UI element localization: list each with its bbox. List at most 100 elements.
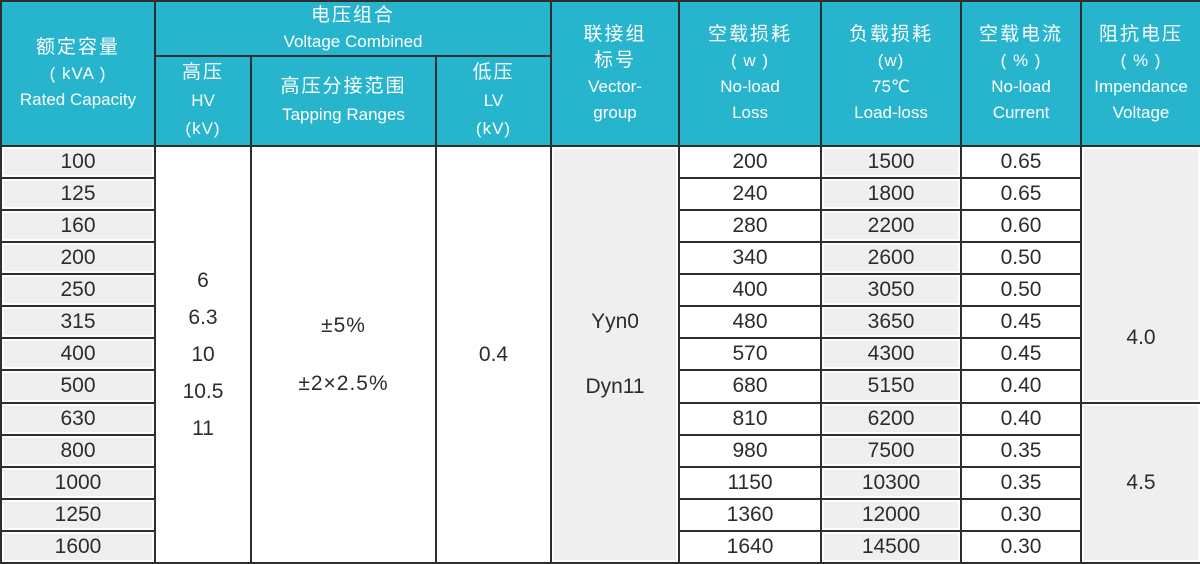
cell-no-load-loss: 680 [678,369,823,404]
cell-load-loss: 3050 [820,273,963,308]
cell-hv-values-line: 11 [192,417,214,440]
cell-no-load-loss: 1640 [678,529,823,564]
cell-no-load-current: 0.45 [960,337,1083,372]
header-vector-group-zh2: 标号 [594,49,637,71]
header-load-loss-temp: 75℃ [872,76,911,96]
cell-rated-capacity: 500 [0,369,156,404]
table-body: 100 6 6.3 10 10.5 11 ±5% ±2×2.5% 0.4 Yyn0 Dyn11 200… [0,144,1200,564]
cell-no-load-current: 0.65 [960,177,1083,212]
cell-impedance-voltage-value: 4.0 [1126,326,1156,350]
header-impedance-voltage: 阻抗电压 ( % ) Impendance Voltage [1080,0,1200,147]
header-no-load-loss-unit: ( w ) [731,50,770,70]
table-row: 800 980 7500 0.35 [0,433,1200,468]
header-no-load-current-en2: Current [992,102,1050,122]
cell-load-loss: 4300 [820,337,963,372]
header-lv-en: LV [483,91,504,110]
header-hv-unit: (kV) [185,119,221,138]
cell-rated-capacity: 125 [0,177,156,212]
cell-no-load-current: 0.50 [960,273,1083,308]
cell-no-load-loss: 480 [678,305,823,340]
cell-rated-capacity: 800 [0,433,156,468]
cell-rated-capacity: 400 [0,337,156,372]
header-no-load-loss-zh: 空载损耗 [708,23,793,45]
table-row: 125 240 1800 0.65 [0,177,1200,212]
header-lv: 低压 LV (kV) [434,55,553,147]
header-no-load-current-en1: No-load [991,76,1051,96]
cell-load-loss: 14500 [820,529,963,564]
header-row-group: 额定容量 ( kVA ) Rated Capacity 电压组合 Voltage… [0,0,1200,147]
table-row: 630 810 6200 0.40 4.5 [0,401,1200,564]
header-load-loss-unit: (w) [877,50,905,70]
header-load-loss-zh: 负载损耗 [849,23,934,45]
table-row: 1000 1150 10300 0.35 [0,465,1200,500]
cell-impedance-voltage: 4.0 [1080,145,1200,404]
table-row: 250 400 3050 0.50 [0,273,1200,308]
cell-no-load-current: 0.35 [960,465,1083,500]
cell-no-load-loss: 400 [678,273,823,308]
header-impedance-voltage-en2: Voltage [1112,102,1170,122]
cell-no-load-loss: 1360 [678,497,823,532]
cell-rated-capacity: 630 [0,401,156,436]
header-rated-capacity-en: Rated Capacity [19,89,137,109]
cell-hv-values-line: 6.3 [188,306,218,329]
header-lv-zh: 低压 [472,62,515,83]
cell-no-load-loss: 980 [678,433,823,468]
cell-rated-capacity: 100 [0,144,156,180]
cell-vector-group-line: Yyn0 [591,310,639,333]
cell-vector-group-line: Dyn11 [585,375,645,398]
header-load-loss: 负载损耗 (w) 75℃ Load-loss [820,0,963,147]
header-hv: 高压 HV (kV) [154,55,252,147]
cell-lv-value: 0.4 [434,145,553,564]
header-rated-capacity-zh: 额定容量 [35,36,120,58]
header-hv-en: HV [191,91,215,110]
cell-no-load-current: 0.60 [960,209,1083,244]
header-voltage-combined: 电压组合 Voltage Combined [153,0,553,57]
cell-tapping-range: ±5% ±2×2.5% [250,145,437,564]
header-impedance-voltage-unit: ( % ) [1120,50,1162,70]
header-voltage-combined-en: Voltage Combined [283,31,423,51]
header-voltage-combined-zh: 电压组合 [311,4,396,26]
cell-no-load-current: 0.65 [960,144,1083,180]
cell-load-loss: 7500 [820,433,963,468]
cell-no-load-current: 0.35 [960,433,1083,468]
header-no-load-loss: 空载损耗 ( w ) No-load Loss [678,0,823,147]
cell-tapping-range-line: ±5% [321,313,366,337]
header-rated-capacity-unit: ( kVA ) [49,63,107,83]
cell-hv-values: 6 6.3 10 10.5 11 [154,145,252,564]
cell-load-loss: 10300 [820,465,963,500]
table-row: 400 570 4300 0.45 [0,337,1200,372]
cell-no-load-current: 0.40 [960,369,1083,404]
cell-load-loss: 1800 [820,177,963,212]
header-tapping-ranges: 高压分接范围 Tapping Ranges [250,55,437,147]
cell-rated-capacity: 1000 [0,465,156,500]
cell-load-loss: 2600 [820,241,963,276]
cell-vector-group: Yyn0 Dyn11 [550,145,681,564]
header-tapping-ranges-en: Tapping Ranges [282,105,405,124]
cell-no-load-loss: 810 [678,401,823,436]
table-row: 100 6 6.3 10 10.5 11 ±5% ±2×2.5% 0.4 Yyn0 Dyn11 200… [0,144,1200,564]
cell-load-loss: 12000 [820,497,963,532]
header-vector-group-zh1: 联接组 [583,23,647,45]
header-row-sub: 高压 HV (kV) 高压分接范围 Tapping Ranges 低压 LV (… [1,55,1200,147]
cell-no-load-current: 0.40 [960,401,1083,436]
cell-rated-capacity: 160 [0,209,156,244]
cell-rated-capacity: 1600 [0,529,156,564]
table-row: 160 280 2200 0.60 [0,209,1200,244]
header-impedance-voltage-zh: 阻抗电压 [1099,23,1184,45]
cell-hv-values-line: 10 [191,343,215,366]
cell-no-load-loss: 340 [678,241,823,276]
header-no-load-current-zh: 空载电流 [979,23,1064,45]
header-rated-capacity: 额定容量 ( kVA ) Rated Capacity [0,0,156,147]
cell-no-load-current: 0.30 [960,529,1083,564]
header-vector-group-en1: Vector- [588,76,642,96]
cell-load-loss: 2200 [820,209,963,244]
cell-rated-capacity: 250 [0,273,156,308]
header-no-load-loss-en2: Loss [732,102,768,122]
header-vector-group: 联接组 标号 Vector- group [550,0,681,147]
cell-rated-capacity: 315 [0,305,156,340]
header-vector-group-en2: group [593,102,637,122]
table-row: 315 480 3650 0.45 [0,305,1200,340]
cell-load-loss: 3650 [820,305,963,340]
